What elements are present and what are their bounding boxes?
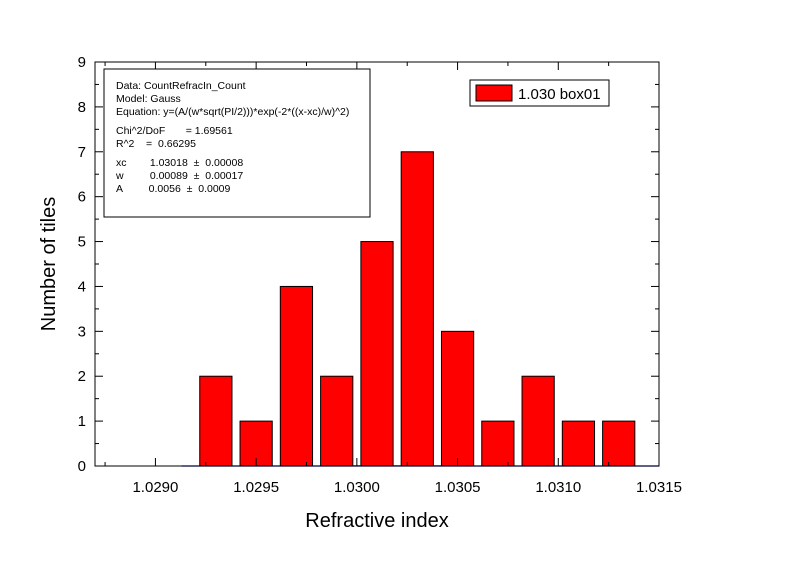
bar-8: [521, 375, 555, 467]
bar-7: [481, 420, 515, 467]
y-tick-label: 3: [78, 323, 86, 340]
y-tick-label: 8: [78, 99, 86, 116]
bar-10: [602, 420, 636, 467]
fit-info-line: Model: Gauss: [116, 93, 181, 105]
y-tick-label: 7: [78, 144, 86, 161]
x-tick-label: 1.0315: [636, 479, 682, 496]
axis-ticks: 0 1 2 3 4 5 6 7 8 9 1.0290 1.0295 1.0300 1.0305 1.0310…: [78, 54, 682, 496]
x-tick-label: 1.0310: [535, 479, 581, 496]
y-tick-label: 0: [78, 458, 86, 475]
x-tick-label: 1.0305: [435, 479, 481, 496]
legend: 1.030 box01: [469, 79, 610, 107]
bar-3: [320, 375, 354, 467]
y-tick-label: 9: [78, 54, 86, 71]
y-tick-label: 2: [78, 368, 86, 385]
fit-info-line: A 0.0056 ± 0.0009: [116, 183, 231, 195]
fit-info-line: xc 1.03018 ± 0.00008: [116, 157, 243, 169]
bar-0: [199, 375, 233, 467]
x-tick-label: 1.0295: [233, 479, 279, 496]
bar-2: [279, 285, 314, 467]
bar-9: [561, 420, 596, 467]
y-axis-title: Number of tiles: [38, 197, 60, 332]
fit-info-line: Chi^2/DoF = 1.69561: [116, 125, 233, 137]
fit-info-line: Data: CountRefracIn_Count: [116, 80, 246, 92]
bar-6: [440, 330, 475, 467]
legend-swatch: [475, 84, 513, 102]
y-tick-label: 4: [78, 278, 86, 295]
legend-label: 1.030 box01: [518, 86, 601, 103]
bars-group: [199, 151, 636, 467]
x-axis-title: Refractive index: [305, 510, 448, 532]
bar-4: [360, 241, 394, 467]
fit-info-line: w 0.00089 ± 0.00017: [115, 170, 243, 182]
y-tick-label: 1: [78, 413, 86, 430]
fit-info-frame: [103, 68, 371, 218]
fit-info-line: R^2 = 0.66295: [116, 138, 196, 150]
y-tick-label: 6: [78, 189, 86, 206]
bar-5: [400, 151, 434, 467]
y-tick-label: 5: [78, 234, 86, 251]
fit-info-line: Equation: y=(A/(w*sqrt(PI/2)))*exp(-2*((…: [116, 106, 349, 118]
x-tick-label: 1.0300: [334, 479, 380, 496]
x-tick-label: 1.0290: [132, 479, 178, 496]
